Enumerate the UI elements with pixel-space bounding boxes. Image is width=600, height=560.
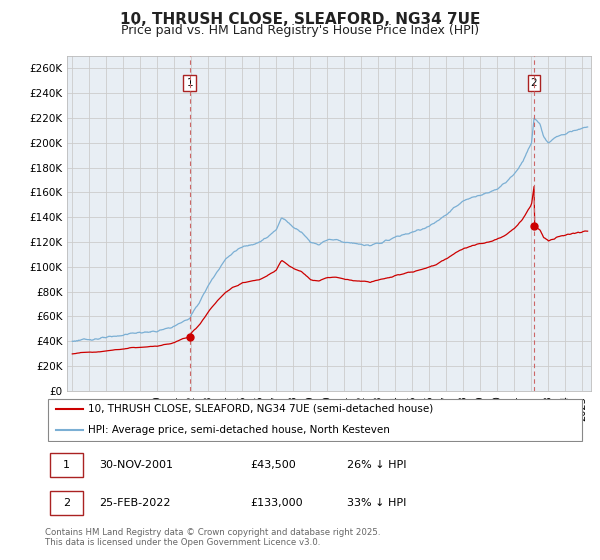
Text: 1: 1 [187, 78, 193, 88]
Text: 10, THRUSH CLOSE, SLEAFORD, NG34 7UE (semi-detached house): 10, THRUSH CLOSE, SLEAFORD, NG34 7UE (se… [88, 404, 433, 414]
Text: 2: 2 [531, 78, 538, 88]
Text: Contains HM Land Registry data © Crown copyright and database right 2025.
This d: Contains HM Land Registry data © Crown c… [45, 528, 380, 548]
Text: £43,500: £43,500 [250, 460, 296, 470]
Text: £133,000: £133,000 [250, 498, 303, 508]
Text: 10, THRUSH CLOSE, SLEAFORD, NG34 7UE: 10, THRUSH CLOSE, SLEAFORD, NG34 7UE [120, 12, 480, 27]
Text: 1: 1 [63, 460, 70, 470]
Text: 25-FEB-2022: 25-FEB-2022 [99, 498, 170, 508]
Text: 33% ↓ HPI: 33% ↓ HPI [347, 498, 407, 508]
Text: 30-NOV-2001: 30-NOV-2001 [99, 460, 173, 470]
Text: HPI: Average price, semi-detached house, North Kesteven: HPI: Average price, semi-detached house,… [88, 425, 390, 435]
Text: Price paid vs. HM Land Registry's House Price Index (HPI): Price paid vs. HM Land Registry's House … [121, 24, 479, 37]
Text: 26% ↓ HPI: 26% ↓ HPI [347, 460, 407, 470]
FancyBboxPatch shape [50, 491, 83, 515]
FancyBboxPatch shape [50, 452, 83, 477]
Text: 2: 2 [63, 498, 70, 508]
FancyBboxPatch shape [48, 399, 582, 441]
